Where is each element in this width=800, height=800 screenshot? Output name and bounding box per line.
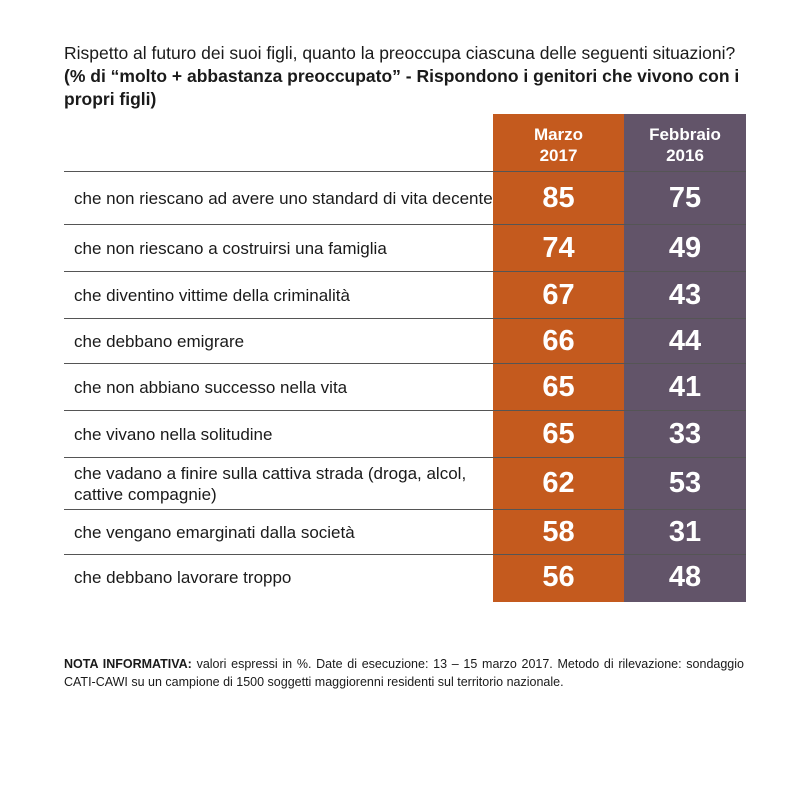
column-band-2017 xyxy=(493,114,624,602)
value-2017: 74 xyxy=(542,231,575,264)
value-2016: 41 xyxy=(668,370,702,403)
table-row: che non riescano ad avere uno standard d… xyxy=(64,171,746,224)
column-header-2017: Marzo 2017 xyxy=(493,124,624,166)
value-2017: 65 xyxy=(542,370,575,403)
column-header-2016-line1: Febbraio xyxy=(649,125,721,144)
footnote-text: valori espressi in %. Date di esecuzione… xyxy=(64,657,744,689)
row-label: che non riescano a costruirsi una famigl… xyxy=(74,238,387,258)
data-table: che non riescano ad avere uno standard d… xyxy=(64,171,746,599)
row-label: che vadano a finire sulla cattiva strada… xyxy=(74,463,467,504)
value-2017: 56 xyxy=(542,560,575,593)
row-label: che diventino vittime della criminalità xyxy=(74,285,350,305)
column-header-2017-line1: Marzo xyxy=(533,125,584,144)
row-label: che debbano lavorare troppo xyxy=(74,567,292,587)
table-row: che non riescano a costruirsi una famigl… xyxy=(64,224,746,271)
footnote: NOTA INFORMATIVA: valori espressi in %. … xyxy=(64,655,744,691)
value-2016: 49 xyxy=(668,231,702,264)
value-2016: 48 xyxy=(668,560,702,593)
value-2016: 43 xyxy=(668,278,702,311)
value-2017: 62 xyxy=(542,467,575,499)
chart-title: Rispetto al futuro dei suoi figli, quant… xyxy=(64,42,744,111)
value-2016: 75 xyxy=(668,181,702,214)
value-2016: 31 xyxy=(668,515,702,548)
column-header-2016-line2: 2016 xyxy=(666,146,704,165)
title-bold: (% di “molto + abbastanza preoccupato” -… xyxy=(64,66,740,109)
row-label: che non riescano ad avere uno standard d… xyxy=(74,188,493,208)
row-label: che vivano nella solitudine xyxy=(74,424,273,444)
table-row: che diventino vittime della criminalità 6… xyxy=(64,271,746,318)
row-label: che debbano emigrare xyxy=(74,331,245,351)
column-header-2016: Febbraio 2016 xyxy=(624,124,746,166)
table-row: che vengano emarginati dalla società 58 31 xyxy=(64,509,746,554)
value-2016: 33 xyxy=(668,417,702,450)
table-row: che debbano lavorare troppo 56 48 xyxy=(64,554,746,599)
value-2017: 58 xyxy=(542,515,575,548)
column-band-2016 xyxy=(624,114,746,602)
table-row: che non abbiano successo nella vita 65 41 xyxy=(64,363,746,410)
value-2017: 67 xyxy=(542,278,575,311)
row-label: che vengano emarginati dalla società xyxy=(74,522,355,542)
value-2016: 44 xyxy=(668,324,702,357)
footnote-label: NOTA INFORMATIVA: xyxy=(64,657,192,671)
table-row: che debbano emigrare 66 44 xyxy=(64,318,746,363)
value-2016: 53 xyxy=(668,467,702,499)
table-row: che vadano a finire sulla cattiva strada… xyxy=(64,457,746,509)
table-row: che vivano nella solitudine 65 33 xyxy=(64,410,746,457)
row-label: che non abbiano successo nella vita xyxy=(74,377,348,397)
value-2017: 85 xyxy=(542,181,575,214)
value-2017: 65 xyxy=(542,417,575,450)
title-regular: Rispetto al futuro dei suoi figli, quant… xyxy=(64,43,736,63)
column-header-2017-line2: 2017 xyxy=(539,146,578,165)
value-2017: 66 xyxy=(542,324,575,357)
